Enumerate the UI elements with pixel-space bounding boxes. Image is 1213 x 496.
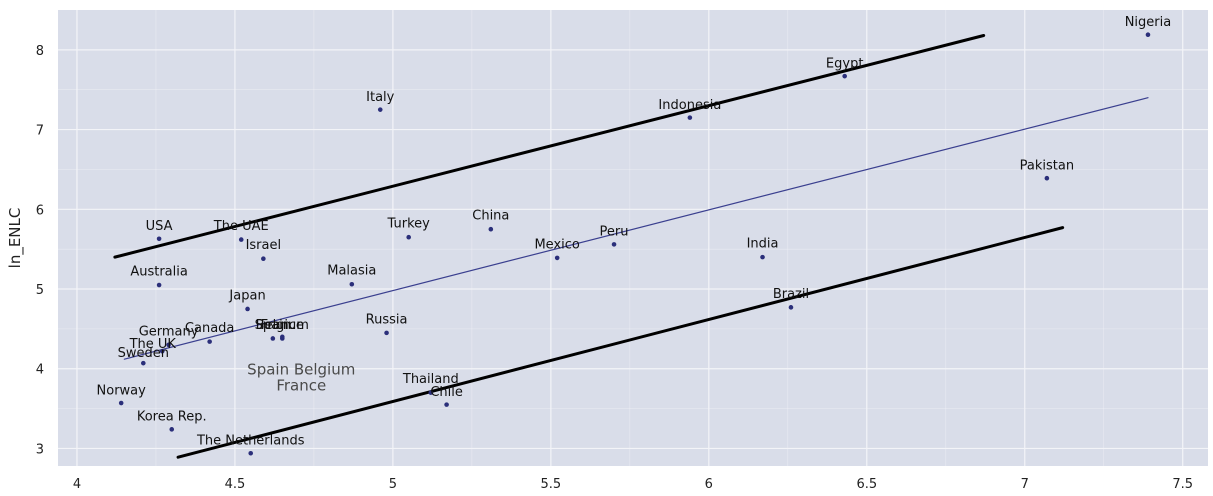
data-point: [156, 236, 162, 242]
y-tick-label: 3: [36, 442, 44, 457]
point-label: Turkey: [387, 217, 431, 232]
plot-area: [58, 10, 1208, 466]
point-label: The Netherlands: [196, 433, 305, 448]
data-point: [377, 107, 383, 112]
point-label: Sweden: [118, 346, 169, 361]
data-point: [280, 334, 285, 340]
point-label: Egypt: [826, 56, 864, 71]
y-tick-label: 5: [36, 283, 44, 298]
data-point: [248, 450, 254, 456]
point-label: Korea Rep.: [137, 410, 207, 425]
x-tick-label: 4.5: [225, 477, 246, 492]
point-label: Chile: [430, 385, 463, 400]
point-label: The UAE: [213, 219, 269, 234]
point-label: Japan: [228, 288, 265, 303]
data-point: [1044, 175, 1050, 181]
annotation-label: Spain Belgium: [247, 360, 355, 378]
point-label: Brazil: [773, 287, 809, 302]
data-point: [169, 427, 175, 432]
fit-line: [123, 97, 1149, 360]
y-tick-label: 7: [36, 124, 44, 139]
point-label: Norway: [97, 383, 147, 398]
data-point: [1145, 32, 1151, 38]
lower-bound-line: [176, 226, 1065, 459]
annotation-label: France: [276, 376, 326, 394]
point-label: Germany: [139, 324, 199, 339]
data-point: [384, 330, 389, 336]
axes: 4 4.5 5 5.5 6 6.5 7 7.5 3 4 5 6 7 8: [36, 44, 1193, 492]
data-point: [554, 255, 560, 261]
data-point: [428, 390, 434, 395]
data-point: [687, 115, 693, 120]
upper-bound-line: [113, 34, 986, 259]
point-label: Peru: [600, 225, 629, 240]
point-label: Thailand: [402, 372, 459, 387]
data-point: [270, 336, 276, 341]
point-label: Italy: [366, 90, 395, 105]
point-label: India: [747, 237, 779, 252]
data-point: [842, 73, 847, 79]
x-tick-label: 4: [73, 477, 81, 492]
data-point: [261, 256, 266, 262]
point-label: Malasia: [327, 264, 376, 279]
y-tick-label: 8: [36, 44, 44, 59]
data-point: [406, 234, 411, 240]
data-point: [207, 339, 212, 344]
data-point: [488, 226, 494, 232]
point-label: Australia: [130, 264, 188, 279]
data-point: [238, 237, 244, 242]
point-label: Canada: [185, 321, 234, 336]
data-point: [760, 254, 765, 260]
point-label: Indonesia: [658, 98, 721, 113]
point-label: Mexico: [534, 237, 579, 252]
data-point: [245, 306, 250, 312]
x-tick-label: 5: [389, 477, 397, 492]
trend-lines: [113, 34, 1149, 459]
grid-lines: [58, 10, 1208, 466]
data-point: [166, 342, 171, 348]
data-point: [118, 400, 124, 406]
data-point: [156, 282, 162, 288]
point-label: Israel: [246, 238, 282, 253]
data-point: [788, 305, 794, 310]
y-axis-title: ln_ENLC: [6, 208, 25, 269]
point-label: Pakistan: [1020, 158, 1074, 173]
point-label: Russia: [366, 312, 408, 327]
point-label: Belgium: [256, 318, 309, 333]
x-tick-label: 6: [705, 477, 713, 492]
x-tick-label: 6.5: [856, 477, 877, 492]
data-points: [118, 32, 1151, 456]
data-point: [159, 348, 165, 354]
point-label: USA: [146, 219, 173, 234]
x-tick-label: 7.5: [1172, 477, 1193, 492]
data-point: [141, 360, 146, 366]
point-label: The UK: [129, 337, 177, 352]
point-label: Spain: [255, 318, 291, 333]
x-tick-label: 7: [1021, 477, 1029, 492]
point-label: France: [261, 318, 304, 333]
x-tick-label: 5.5: [541, 477, 562, 492]
y-tick-label: 4: [36, 363, 44, 378]
point-labels: Nigeria Egypt Indonesia Italy Pakistan USA The…: [97, 15, 1172, 449]
y-tick-label: 6: [36, 203, 44, 218]
point-label: Nigeria: [1125, 15, 1172, 30]
data-point: [444, 402, 449, 407]
point-label: China: [472, 209, 509, 224]
data-point: [611, 242, 617, 247]
data-point: [349, 281, 355, 287]
